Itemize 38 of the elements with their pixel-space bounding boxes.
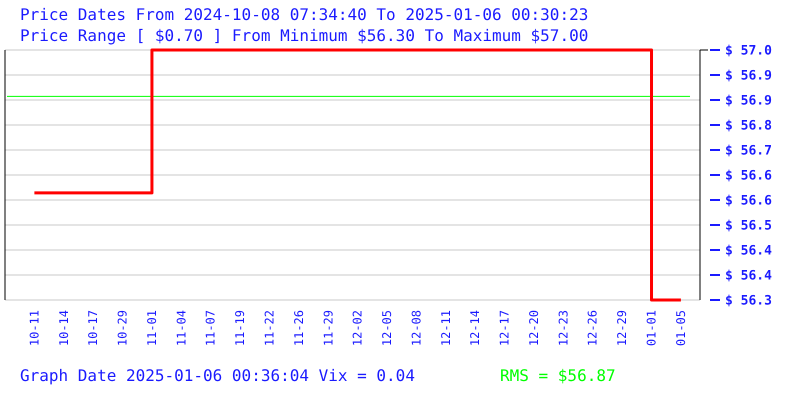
x-tick-label: 12-14 — [468, 310, 482, 346]
y-tick-label: $ 56.8 — [725, 118, 772, 134]
text: Graph Date 2025-01-06 00:36:04 Vix = 0.04 — [20, 366, 415, 385]
y-tick-label: $ 56.5 — [725, 218, 772, 234]
x-tick-label: 12-17 — [498, 310, 512, 346]
y-tick-label: $ 56.6 — [725, 194, 772, 209]
y-tick-label: $ 56.9 — [725, 94, 772, 109]
x-tick-label: 12-08 — [409, 310, 424, 346]
x-tick-label: 10-29 — [116, 310, 130, 346]
x-tick-label: 11-04 — [174, 310, 188, 346]
chart-title: Price Dates From 2024-10-08 07:34:40 To 2025-01-06 00:30:23 — [20, 5, 588, 24]
x-tick-label: 11-26 — [292, 310, 306, 346]
x-tick-label: 12-11 — [438, 310, 453, 346]
x-tick-label: 11-22 — [262, 310, 276, 346]
chart-subtitle: Price Range [ $0.70 ] From Minimum $56.30 To Maximum $57.00 — [20, 26, 588, 45]
y-tick-label: $ 56.7 — [725, 144, 772, 159]
x-tick-label: 01-01 — [644, 310, 659, 346]
x-tick-label: 11-07 — [204, 310, 218, 346]
x-tick-label: 11-29 — [321, 310, 336, 346]
y-tick-label: $ 57.0 — [725, 44, 772, 59]
x-tick-label: 01-05 — [674, 310, 688, 346]
y-tick-label: $ 56.6 — [725, 168, 772, 184]
ref-line-label: RMS = $56.87 — [500, 366, 616, 385]
x-tick-label: 11-19 — [233, 310, 248, 346]
y-tick-label: $ 56.4 — [725, 268, 772, 284]
y-tick-label: $ 56.4 — [725, 244, 772, 259]
y-tick-label: $ 56.9 — [725, 68, 772, 84]
y-tick-label: $ 56.3 — [725, 294, 772, 309]
x-tick-label: 12-23 — [556, 310, 570, 346]
x-tick-label: 10-14 — [56, 310, 71, 346]
x-tick-label: 12-29 — [615, 310, 630, 346]
x-tick-label: 12-02 — [350, 310, 365, 346]
x-tick-label: 10-17 — [86, 310, 100, 346]
x-tick-label: 11-01 — [144, 310, 159, 346]
x-tick-label: 12-26 — [586, 310, 600, 346]
x-tick-label: 10-11 — [27, 310, 42, 346]
x-tick-label: 12-20 — [526, 310, 541, 346]
x-tick-label: 12-05 — [380, 310, 394, 346]
